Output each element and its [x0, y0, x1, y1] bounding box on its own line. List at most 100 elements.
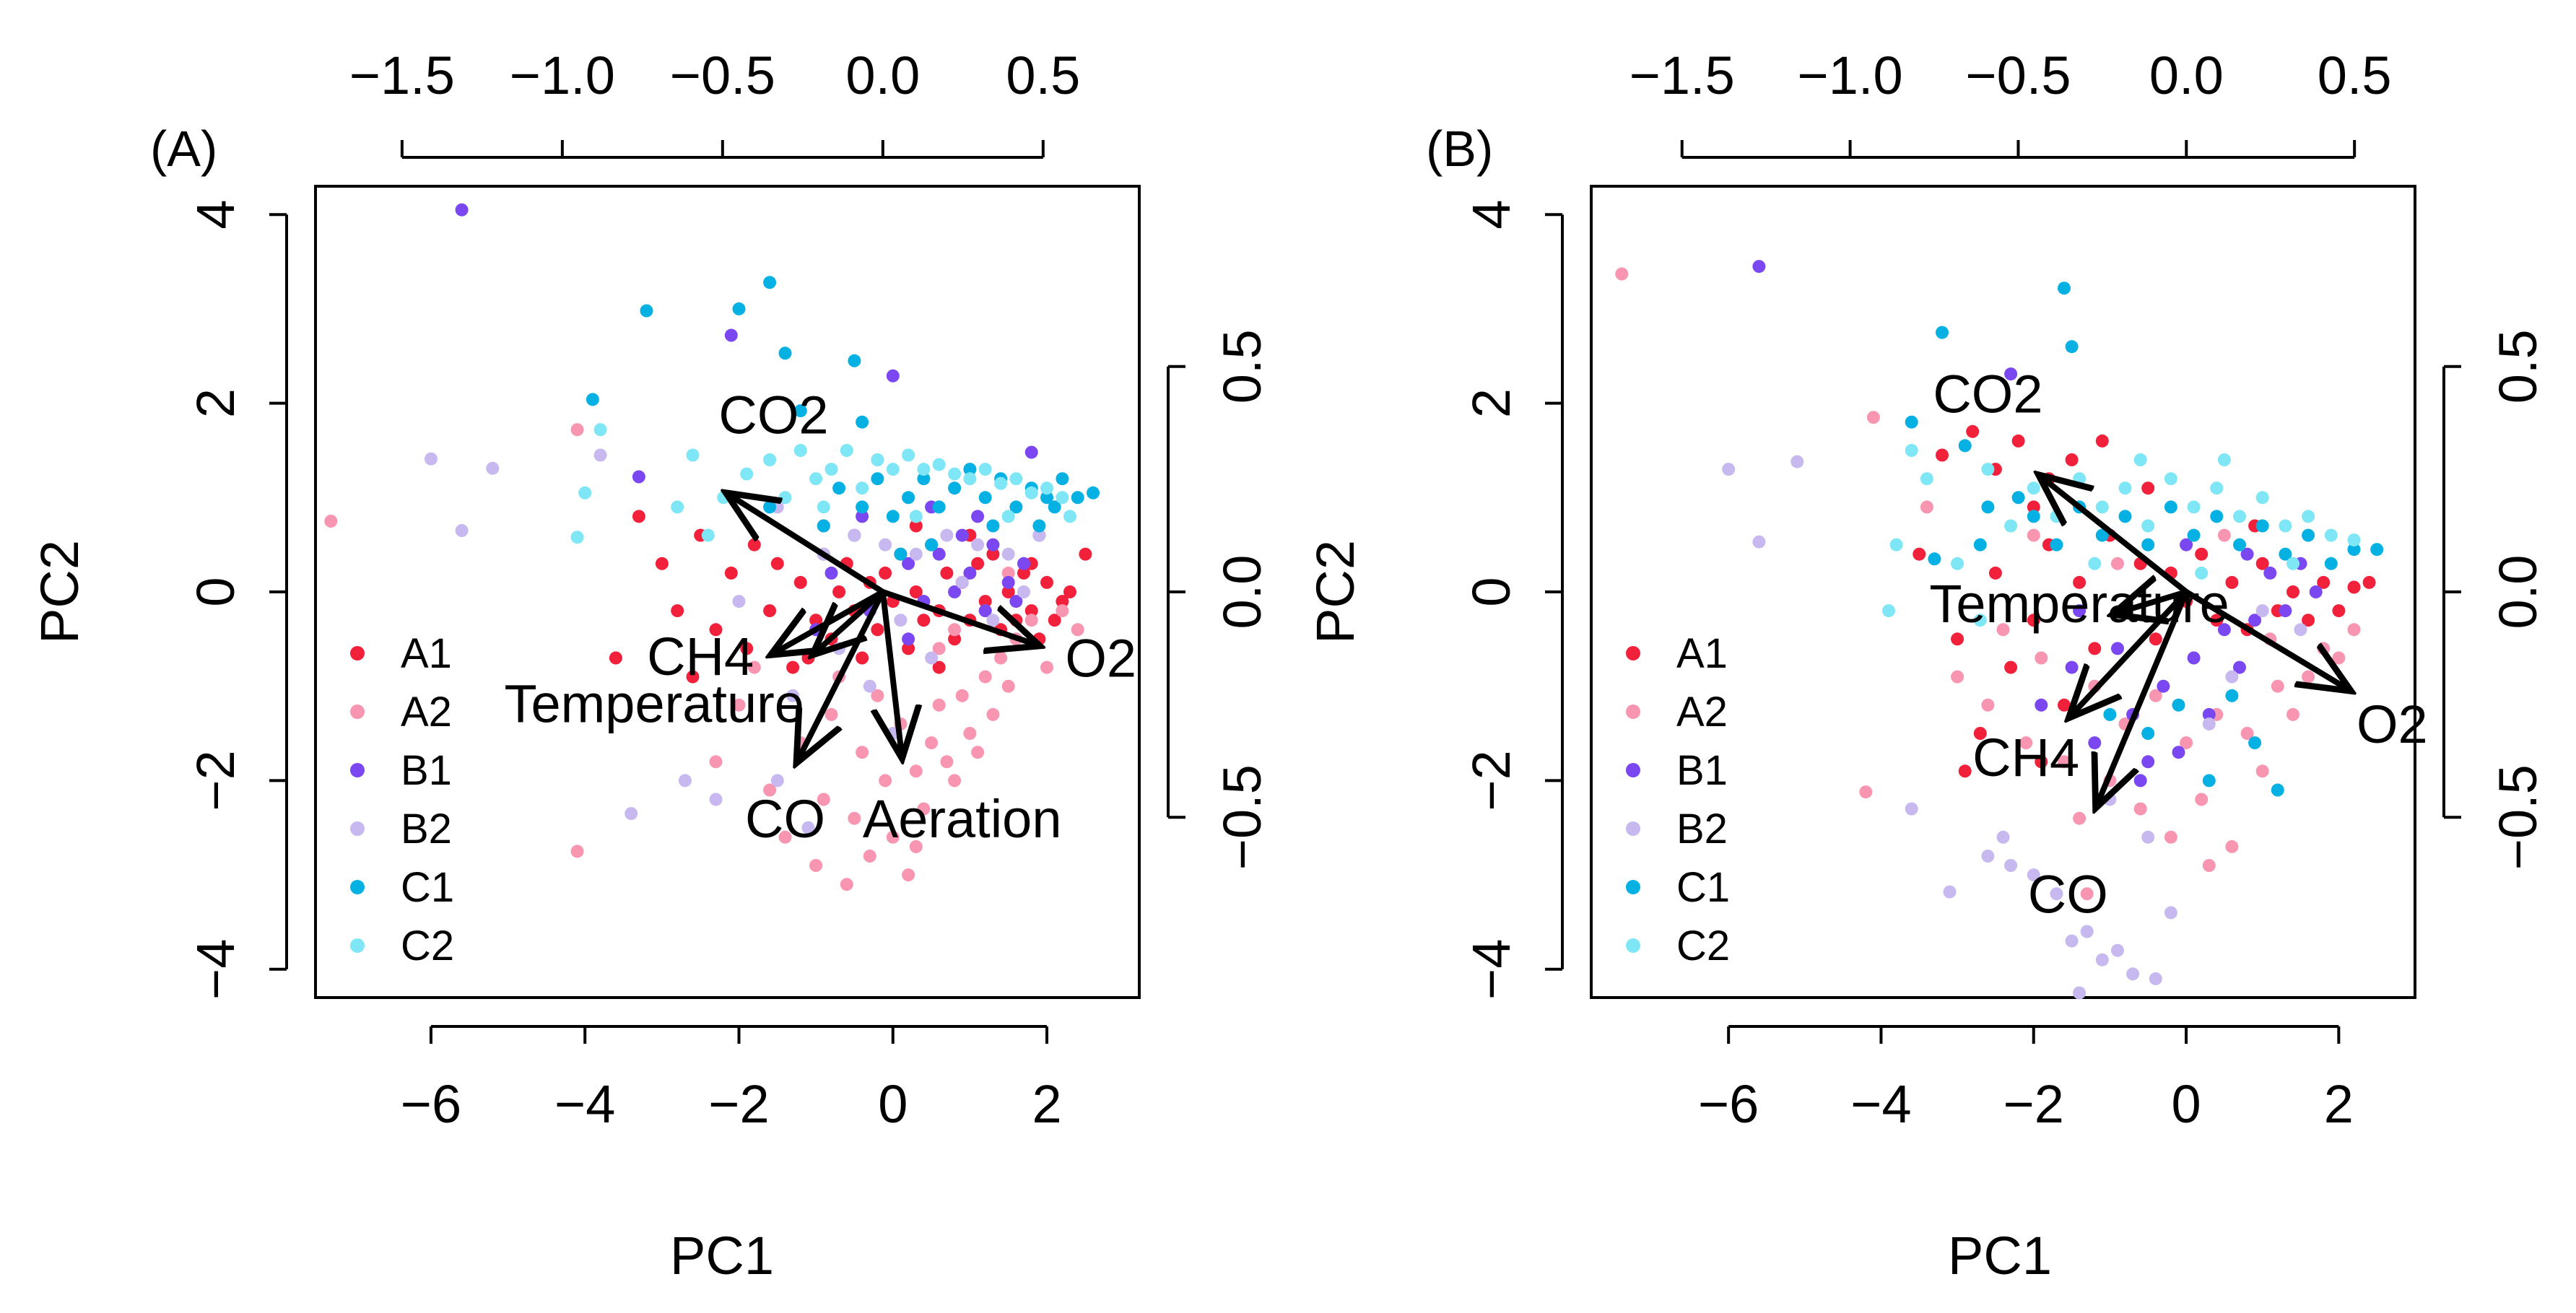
point-c2 [578, 486, 592, 500]
point-a1 [986, 547, 1000, 561]
point-a1 [740, 642, 754, 655]
point-c2 [2141, 519, 2155, 533]
point-c1 [1040, 491, 1053, 505]
point-c2 [1056, 491, 1069, 505]
point-b2 [2050, 887, 2063, 901]
point-c1 [763, 500, 777, 514]
x-tick-label: −6 [1698, 1074, 1759, 1134]
point-a2 [909, 764, 923, 778]
loading-arrow-aeration [883, 591, 902, 759]
loading-label-o2: O2 [2357, 694, 2428, 754]
point-b1 [1024, 445, 1038, 459]
point-a2 [986, 707, 1000, 721]
right-tick-label: −0.5 [2488, 764, 2548, 870]
legend-label-c2: C2 [1676, 922, 1730, 969]
point-b2 [832, 642, 846, 655]
point-a2 [324, 515, 338, 528]
point-c2 [2286, 557, 2299, 570]
point-c1 [986, 519, 1000, 533]
point-c2 [809, 472, 823, 486]
point-a2 [917, 802, 931, 816]
plot-frame [1590, 185, 2416, 999]
y-tick-label: 4 [186, 200, 245, 230]
point-c1 [1905, 415, 1918, 429]
point-c2 [886, 463, 900, 476]
legend-label-b1: B1 [401, 747, 452, 794]
point-b2 [486, 461, 500, 475]
point-c1 [848, 354, 861, 367]
point-a1 [940, 566, 954, 580]
legend-swatch-c1 [350, 880, 365, 894]
point-c2 [1001, 510, 1015, 523]
point-a2 [940, 755, 954, 769]
x-tick-label: 0 [2171, 1074, 2201, 1134]
point-b1 [2141, 755, 2155, 769]
point-c2 [2050, 510, 2063, 523]
point-c1 [2095, 528, 2109, 542]
point-b1 [986, 538, 1000, 551]
point-a1 [1936, 448, 1949, 462]
point-a1 [1001, 585, 1015, 598]
point-c2 [2133, 453, 2147, 466]
point-b2 [894, 614, 908, 627]
point-a2 [778, 830, 792, 844]
point-c2 [1882, 604, 1895, 618]
point-a1 [2065, 453, 2079, 466]
point-a1 [1988, 566, 2002, 580]
top-tick-label: −1.0 [1798, 45, 1903, 105]
point-c1 [2118, 510, 2132, 523]
axes-layer: −6 −4 −2 0 2 −4 −2 0 2 4 −1.5 −1.0 −0.5 0.0 0.5 −0.5 0.0… [186, 45, 1272, 1134]
point-a1 [2058, 698, 2071, 712]
y-axis-label: PC2 [1305, 540, 1365, 644]
x-tick-label: −4 [554, 1074, 615, 1134]
point-a2 [747, 660, 761, 674]
point-c2 [2210, 481, 2224, 495]
point-a1 [932, 660, 946, 674]
top-tick-label: −1.0 [510, 45, 615, 105]
point-b1 [2180, 538, 2193, 551]
legend-label-b1: B1 [1676, 747, 1728, 794]
point-a1 [2004, 660, 2018, 674]
point-a2 [809, 859, 823, 872]
point-b2 [925, 651, 939, 665]
axes-layer: −6 −4 −2 0 2 −4 −2 0 2 4 −1.5 −1.0 −0.5 0.0 0.5 −0.5 0.0… [1461, 45, 2548, 1134]
point-a1 [2332, 604, 2346, 618]
y-tick-label: 2 [186, 388, 245, 418]
point-a1 [1048, 614, 1061, 627]
point-a2 [994, 651, 1008, 665]
point-b1 [2035, 698, 2048, 712]
top-tick-label: −0.5 [1965, 45, 2071, 105]
point-c2 [948, 467, 962, 481]
point-a2 [1024, 614, 1038, 627]
point-a2 [1001, 566, 1015, 580]
x-tick-label: 2 [1032, 1074, 1061, 1134]
point-a1 [1973, 727, 1987, 740]
point-b2 [2080, 925, 2094, 938]
point-a2 [902, 868, 915, 882]
point-b2 [678, 774, 692, 788]
point-c1 [2187, 528, 2201, 542]
point-c2 [1009, 472, 1023, 486]
point-c1 [2050, 538, 2063, 551]
point-a1 [948, 632, 962, 646]
point-c2 [701, 528, 715, 542]
point-b1 [932, 547, 946, 561]
point-a1 [786, 660, 800, 674]
point-a2 [763, 783, 777, 797]
loading-label-co: CO [2028, 864, 2108, 924]
top-tick-label: 0.0 [845, 45, 920, 105]
point-a2 [2073, 811, 2087, 825]
legend-label-a2: A2 [401, 689, 452, 736]
point-c1 [2141, 727, 2155, 740]
point-b2 [2164, 906, 2177, 920]
top-tick-label: −1.5 [349, 45, 455, 105]
point-c1 [932, 500, 946, 514]
point-c2 [1889, 538, 1903, 551]
x-axis-label: PC1 [1948, 1226, 2052, 1286]
point-a1 [871, 623, 884, 637]
point-b1 [2088, 736, 2102, 750]
point-b1 [955, 528, 969, 542]
